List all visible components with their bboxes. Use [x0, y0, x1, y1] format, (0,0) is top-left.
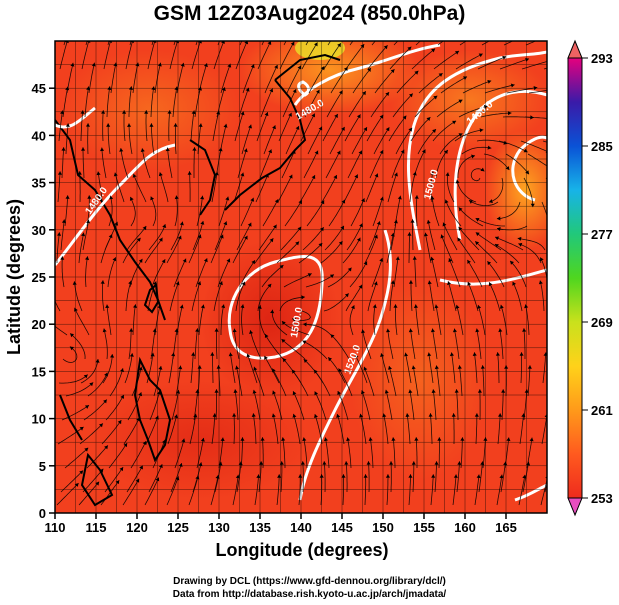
- y-tick-label: 10: [32, 412, 46, 427]
- x-tick-label: 130: [208, 520, 230, 535]
- x-tick-label: 160: [454, 520, 476, 535]
- y-tick-label: 0: [39, 506, 46, 521]
- y-tick-label: 20: [32, 317, 46, 332]
- colorbar-bottom-arrow: [567, 497, 583, 517]
- y-tick-label: 35: [32, 176, 46, 191]
- y-axis: 0 5 10 15 20 25 30 35 40 45: [32, 81, 55, 521]
- y-tick-label: 25: [32, 270, 46, 285]
- credit-data: Data from http://database.rish.kyoto-u.a…: [172, 589, 447, 600]
- y-tick-label: 40: [32, 128, 46, 143]
- x-axis: 110 115 120 125 130 135 140 145 150 155 160 165: [45, 513, 517, 535]
- x-tick-label: 110: [45, 520, 66, 535]
- colorbar-top-arrow: [567, 39, 583, 59]
- x-tick-label: 145: [331, 520, 353, 535]
- colorbar-tick-label: 269: [591, 315, 613, 330]
- colorbar: 293 285 277 269 261 253: [567, 39, 613, 517]
- y-tick-label: 45: [32, 81, 46, 96]
- temperature-field: 1480.0 1480.0 1500.0 1500.0 1460.0 1520.…: [55, 41, 547, 513]
- colorbar-bar: [567, 57, 583, 499]
- credits: Drawing by DCL (https://www.gfd-dennou.o…: [0, 575, 619, 601]
- x-tick-label: 125: [167, 520, 189, 535]
- y-tick-label: 30: [32, 223, 46, 238]
- y-axis-label: Latitude (degrees): [4, 199, 24, 355]
- gridlines: [55, 41, 547, 513]
- colorbar-tick-label: 293: [591, 51, 613, 66]
- colorbar-tick-label: 277: [591, 227, 613, 242]
- x-axis-label: Longitude (degrees): [215, 540, 388, 560]
- credit-drawing: Drawing by DCL (https://www.gfd-dennou.o…: [173, 576, 446, 587]
- x-tick-label: 115: [86, 520, 107, 535]
- map-title: GSM 12Z03Aug2024 (850.0hPa): [153, 2, 466, 25]
- x-tick-label: 140: [290, 520, 312, 535]
- contour-label: 1500.0: [289, 306, 305, 338]
- wind-arrows: [57, 41, 547, 487]
- x-tick-label: 155: [413, 520, 435, 535]
- map-chart: 1480.0 1480.0 1500.0 1500.0 1460.0 1520.…: [4, 39, 613, 560]
- x-tick-label: 120: [126, 520, 148, 535]
- colorbar-tick-label: 253: [591, 491, 613, 506]
- colorbar-tick-label: 261: [591, 403, 613, 418]
- colorbar-tick-label: 285: [591, 139, 613, 154]
- x-tick-label: 150: [372, 520, 394, 535]
- y-tick-label: 15: [32, 364, 46, 379]
- x-tick-label: 135: [249, 520, 271, 535]
- y-tick-label: 5: [39, 459, 46, 474]
- x-tick-label: 165: [495, 520, 517, 535]
- height-contours: [55, 43, 547, 502]
